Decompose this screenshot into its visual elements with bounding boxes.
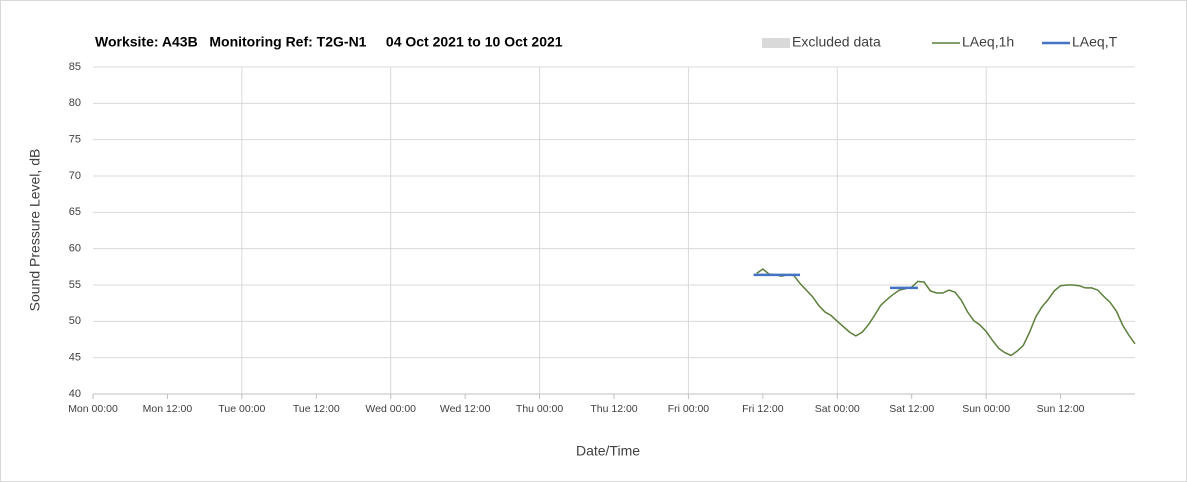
x-tick-label: Thu 12:00 [590, 403, 637, 415]
y-tick-label: 45 [69, 352, 81, 364]
x-tick-label: Wed 00:00 [365, 403, 416, 415]
y-tick-label: 65 [69, 206, 81, 218]
x-tick-label: Fri 12:00 [742, 403, 784, 415]
y-tick-label: 40 [69, 388, 81, 400]
y-tick-label: 55 [69, 279, 81, 291]
x-tick-label: Sun 00:00 [962, 403, 1010, 415]
y-tick-label: 60 [69, 243, 81, 255]
x-tick-label: Tue 00:00 [218, 403, 265, 415]
x-axis-label: Date/Time [576, 443, 640, 459]
legend-swatch [762, 38, 790, 48]
legend-label: Excluded data [792, 34, 881, 50]
x-tick-label: Fri 00:00 [668, 403, 710, 415]
y-tick-label: 85 [69, 61, 81, 73]
x-tick-label: Sun 12:00 [1037, 403, 1085, 415]
x-tick-label: Sat 00:00 [815, 403, 860, 415]
x-tick-label: Wed 12:00 [440, 403, 491, 415]
x-tick-label: Tue 12:00 [293, 403, 340, 415]
line [756, 268, 1136, 357]
x-tick-label: Sat 12:00 [889, 403, 934, 415]
y-tick-label: 80 [69, 97, 81, 109]
legend-label: LAeq,1h [962, 34, 1014, 50]
y-tick-label: 50 [69, 315, 81, 327]
x-tick-label: Mon 00:00 [68, 403, 118, 415]
chart-title: Worksite: A43B Monitoring Ref: T2G-N1 04… [95, 34, 563, 50]
x-tick-label: Thu 00:00 [516, 403, 563, 415]
y-tick-label: 75 [69, 134, 81, 146]
x-tick-label: Mon 12:00 [143, 403, 193, 415]
y-tick-label: 70 [69, 170, 81, 182]
legend-label: LAeq,T [1072, 34, 1118, 50]
y-axis-label: Sound Pressure Level, dB [27, 149, 43, 312]
